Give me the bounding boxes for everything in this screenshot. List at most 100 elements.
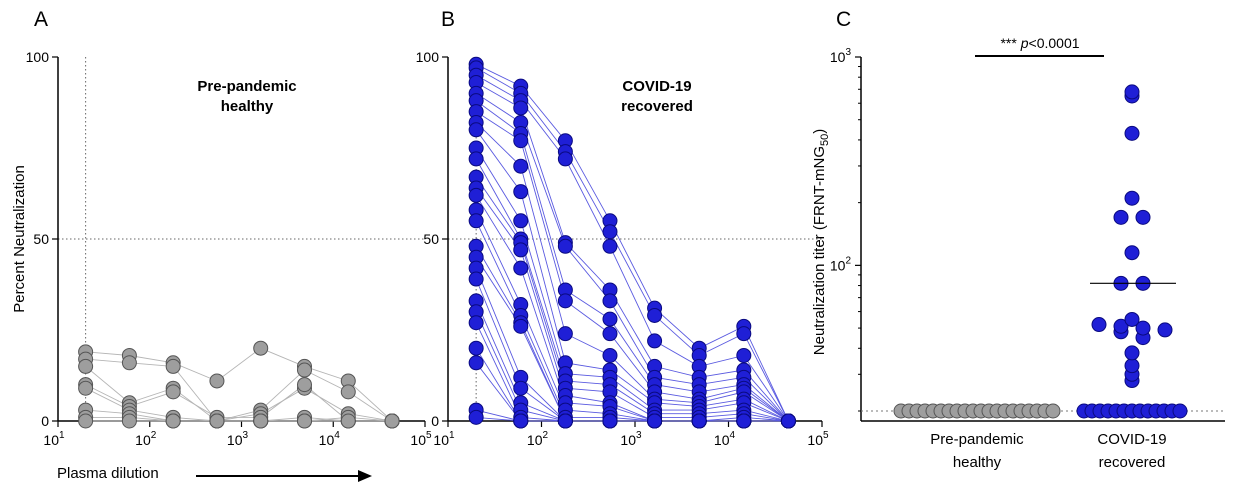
panel-b-data-point	[513, 413, 529, 429]
panel-b-data-point	[513, 158, 529, 174]
panel-c-data-point	[1172, 403, 1188, 419]
panel-b-series-line-8	[475, 122, 789, 422]
panel-b-data-point	[557, 151, 573, 167]
panel-b-data-point	[513, 260, 529, 276]
panel-a-data-point	[253, 340, 269, 356]
panel-b-data-point	[736, 326, 752, 342]
panel-b-data-point	[647, 413, 663, 429]
panel-c-data-point	[1113, 209, 1129, 225]
panel-c-points	[893, 84, 1188, 419]
panel-c-ticks: 102 103	[830, 47, 861, 412]
panel-a-points	[78, 340, 400, 429]
panel-a-x-tick-label: 101	[43, 430, 65, 448]
panel-c-data-point	[1135, 320, 1151, 336]
panel-b-ticks: 0 50 100 101 102 103 104 105	[416, 49, 829, 448]
panel-a-ticks: 0 50 100 101 102 103 104 105	[26, 49, 432, 448]
panel-b-series-line-4	[475, 82, 789, 422]
panel-b-data-point	[468, 355, 484, 371]
panel-c-data-point	[1124, 358, 1140, 374]
panel-b-data-point	[691, 413, 707, 429]
panel-b-data-point	[557, 326, 573, 342]
panel-c: 102 103 Neutralization titer (FRNT-mNG50)…	[811, 35, 1225, 471]
panel-b-data-point	[468, 409, 484, 425]
panel-a-data-point	[78, 380, 94, 396]
panel-b-letter: B	[441, 8, 455, 31]
panel-b-data-point	[602, 413, 618, 429]
panel-c-data-point	[1124, 125, 1140, 141]
panel-b-data-point	[602, 293, 618, 309]
panel-a-x-tick-label: 103	[227, 430, 249, 448]
panel-a-data-point	[296, 413, 312, 429]
panel-b-data-point	[513, 184, 529, 200]
panel-a-data-point	[340, 384, 356, 400]
panel-a-reference-lines	[58, 57, 425, 421]
panel-a-data-point	[121, 355, 137, 371]
panel-b-data-point	[468, 151, 484, 167]
panel-b-series-line-7	[475, 111, 789, 422]
panel-b-y-tick-label: 0	[431, 413, 439, 429]
panel-a-annotation-line1: Pre-pandemic	[197, 78, 296, 95]
panel-b-y-tick-label: 50	[423, 231, 439, 247]
panel-b-annotation-line1: COVID-19	[622, 78, 691, 95]
panel-b-data-point	[647, 307, 663, 323]
panel-c-letter: C	[836, 8, 851, 31]
panel-b-series-line-6	[475, 100, 789, 422]
panel-b-data-point	[513, 242, 529, 258]
panel-b-x-tick-label: 102	[527, 430, 549, 448]
panel-a-data-point	[340, 413, 356, 429]
panel-a-y-tick-label: 100	[26, 49, 50, 65]
panel-c-data-point	[1124, 345, 1140, 361]
panel-b-data-point	[602, 311, 618, 327]
panel-b-data-point	[468, 315, 484, 331]
panel-b-x-tick-label: 101	[433, 430, 455, 448]
panel-b-points	[468, 56, 796, 429]
panel-c-data-point	[1124, 245, 1140, 261]
panel-b-data-point	[513, 213, 529, 229]
panel-b-data-point	[602, 238, 618, 254]
panel-b-data-point	[468, 213, 484, 229]
panel-b-data-point	[557, 413, 573, 429]
panel-b-series-line-10	[475, 147, 789, 422]
panel-b-data-point	[736, 413, 752, 429]
panel-b-data-point	[513, 380, 529, 396]
panel-b-data-point	[513, 318, 529, 334]
panel-a-data-point	[121, 413, 137, 429]
panel-c-y-tick-label: 103	[830, 47, 852, 65]
panel-c-data-point	[1124, 190, 1140, 206]
panel-c-data-point	[1045, 403, 1061, 419]
panel-a-data-point	[253, 413, 269, 429]
panel-b-data-point	[513, 100, 529, 116]
panel-a-data-point	[296, 362, 312, 378]
panel-b-x-tick-label: 103	[620, 430, 642, 448]
panel-b-data-point	[602, 326, 618, 342]
group-label-recovered-line1: COVID-19	[1097, 431, 1166, 448]
panel-b-data-point	[468, 122, 484, 138]
panel-b-data-point	[602, 347, 618, 363]
panel-b-data-point	[602, 224, 618, 240]
panel-c-data-point	[1124, 311, 1140, 327]
panel-a-data-point	[78, 358, 94, 374]
panel-a-data-point	[296, 377, 312, 393]
panel-b-data-point	[736, 347, 752, 363]
panel-a-data-point	[209, 373, 225, 389]
panel-a: 0 50 100 101 102 103 104 105 Pre-pandemic healt…	[26, 49, 432, 448]
panel-a-y-tick-label: 0	[41, 413, 49, 429]
panel-b-annotation-line2: recovered	[621, 98, 693, 115]
panel-c-y-axis-label: Neutralization titer (FRNT-mNG50)	[811, 129, 831, 355]
panel-c-data-point	[1124, 84, 1140, 100]
panel-b-series-line-1	[475, 63, 789, 422]
panel-a-data-point	[209, 413, 225, 429]
dilution-arrow	[196, 470, 372, 482]
panel-a-x-tick-label: 102	[135, 430, 157, 448]
panel-b-data-point	[513, 133, 529, 149]
panel-b-data-point	[468, 187, 484, 203]
panel-a-data-point	[165, 358, 181, 374]
panel-a-data-point	[165, 413, 181, 429]
panel-a-y-tick-label: 50	[33, 231, 49, 247]
panel-b-series-line-3	[475, 74, 789, 422]
panel-a-annotation-line2: healthy	[221, 98, 274, 115]
panel-b-data-point	[647, 333, 663, 349]
panel-b-x-tick-label: 105	[807, 430, 829, 448]
panel-a-data-point	[78, 413, 94, 429]
